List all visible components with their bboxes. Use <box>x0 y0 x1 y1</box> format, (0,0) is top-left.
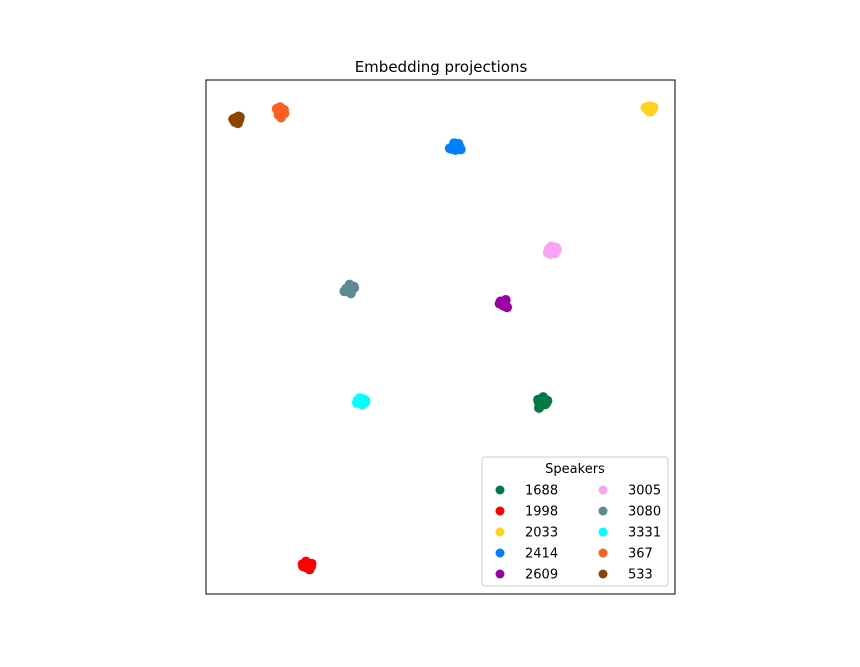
points-layer <box>228 101 659 575</box>
legend-marker-533 <box>598 569 608 579</box>
legend-items: 1688 1998 2033 2414 2609 3005 3080 3331 367 533 <box>495 484 661 583</box>
point-2609-8 <box>498 299 509 310</box>
legend-label-533: 533 <box>628 568 653 583</box>
legend-item-1998: 1998 <box>495 505 558 520</box>
legend-label-367: 367 <box>628 547 653 562</box>
legend-item-1688: 1688 <box>495 484 558 499</box>
point-533-9 <box>231 113 241 123</box>
legend-item-2414: 2414 <box>495 547 558 562</box>
series-3005 <box>542 241 562 259</box>
legend-item-2609: 2609 <box>495 568 558 583</box>
chart-title: Embedding projections <box>355 58 528 76</box>
legend-box <box>481 456 669 587</box>
legend-marker-1998 <box>495 506 505 516</box>
legend-item-3005: 3005 <box>598 484 661 499</box>
point-3005-9 <box>549 248 560 259</box>
series-3080 <box>339 279 360 299</box>
legend-label-2609: 2609 <box>525 568 558 583</box>
series-2609 <box>494 295 513 313</box>
point-3331-10 <box>360 395 371 406</box>
legend-item-533: 533 <box>598 568 653 583</box>
legend-label-1688: 1688 <box>525 484 558 499</box>
legend-marker-3005 <box>598 485 608 495</box>
series-367 <box>271 102 290 123</box>
series-1688 <box>533 392 553 413</box>
point-367-6 <box>276 112 286 123</box>
legend-label-3080: 3080 <box>628 505 661 520</box>
point-1688-8 <box>541 397 552 408</box>
series-2033 <box>640 101 659 117</box>
legend-marker-367 <box>598 548 608 558</box>
legend-marker-2033 <box>495 527 505 537</box>
point-367-8 <box>271 103 282 114</box>
series-533 <box>228 111 245 129</box>
series-2414 <box>444 138 466 155</box>
legend-label-3005: 3005 <box>628 484 661 499</box>
legend-label-2033: 2033 <box>525 526 558 541</box>
legend-marker-2414 <box>495 548 505 558</box>
legend: Speakers 1688 1998 2033 2414 2609 3005 3080 333… <box>481 456 669 587</box>
point-3080-9 <box>349 282 360 293</box>
point-1688-9 <box>533 396 544 407</box>
point-2414-9 <box>455 144 466 155</box>
legend-marker-3331 <box>598 527 608 537</box>
legend-label-2414: 2414 <box>525 547 558 562</box>
legend-marker-3080 <box>598 506 608 516</box>
legend-item-3080: 3080 <box>598 505 661 520</box>
legend-label-1998: 1998 <box>525 505 558 520</box>
series-3331 <box>352 393 371 410</box>
legend-marker-1688 <box>495 485 505 495</box>
legend-title: Speakers <box>545 462 605 477</box>
series-1998 <box>297 556 317 575</box>
legend-marker-2609 <box>495 569 505 579</box>
legend-item-3331: 3331 <box>598 526 661 541</box>
point-1998-9 <box>298 561 309 572</box>
legend-label-3331: 3331 <box>628 526 661 541</box>
point-2033-10 <box>642 101 653 112</box>
legend-item-2033: 2033 <box>495 526 558 541</box>
legend-item-367: 367 <box>598 547 653 562</box>
